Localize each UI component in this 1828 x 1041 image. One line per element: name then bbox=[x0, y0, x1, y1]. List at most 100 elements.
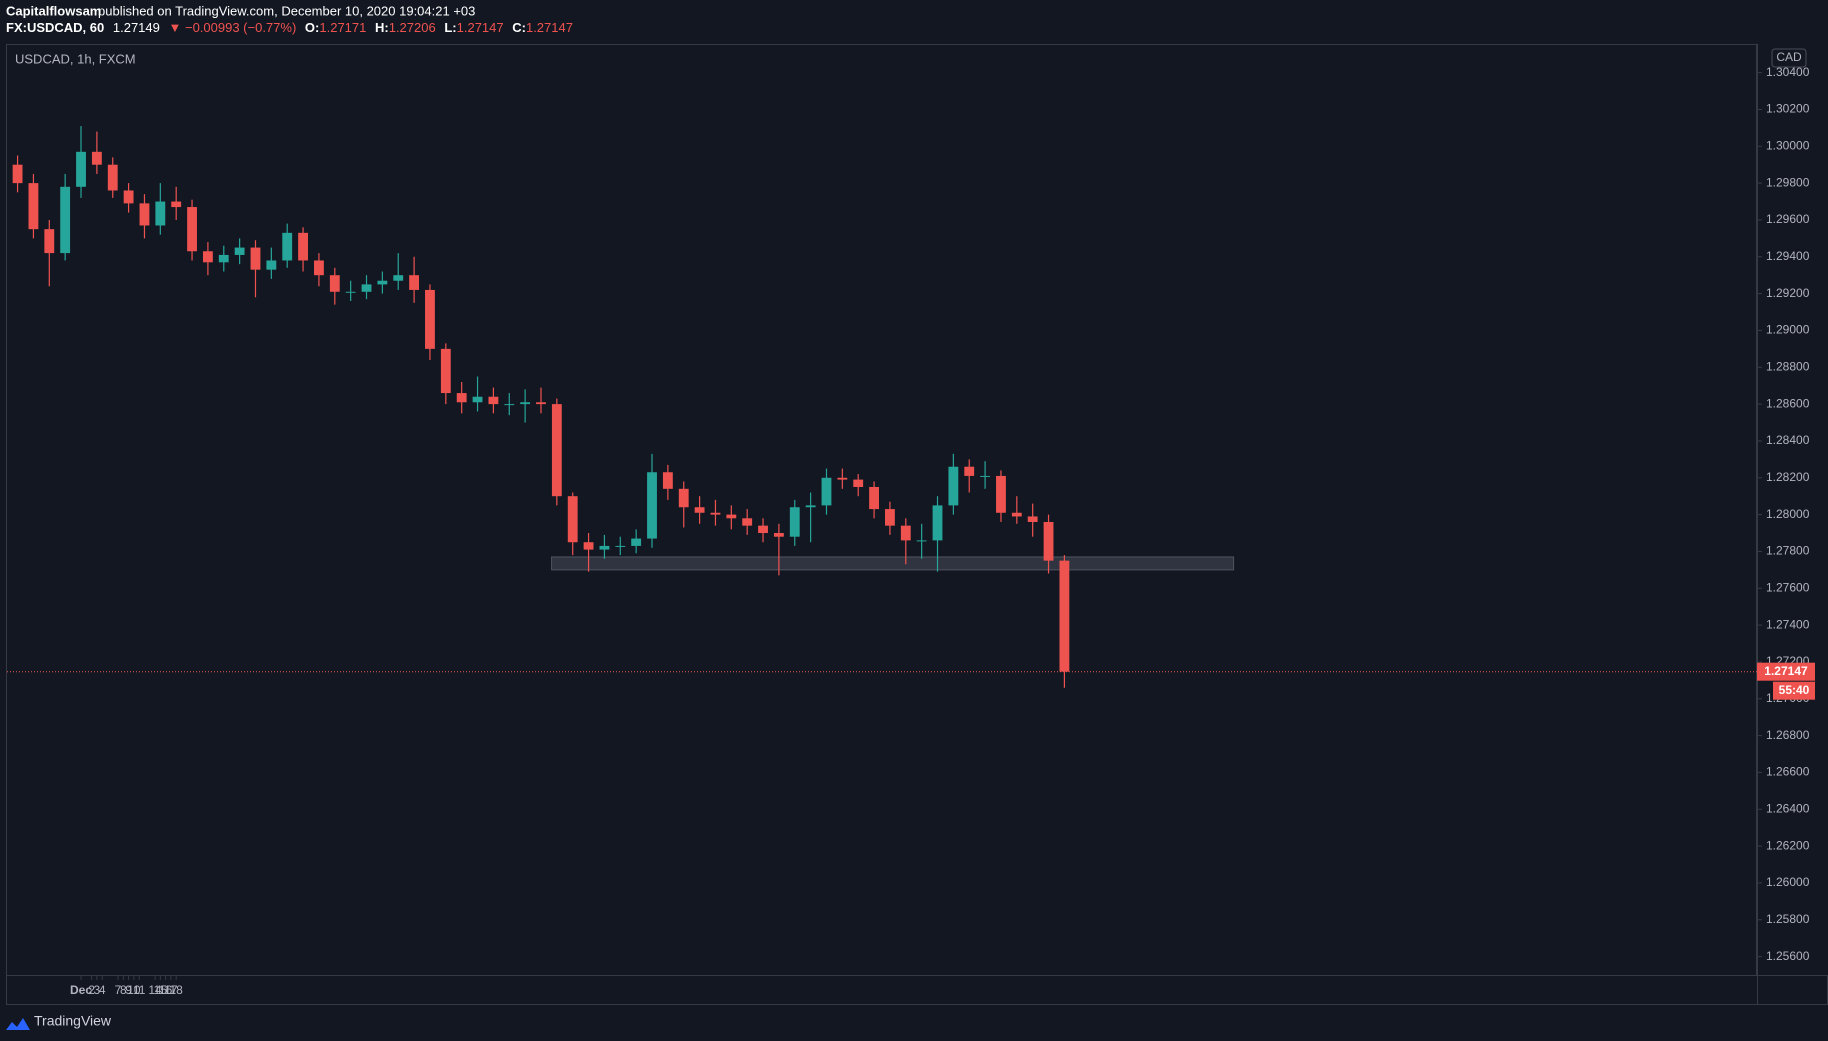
y-tick-label: 1.29200 bbox=[1766, 286, 1810, 300]
candle-body bbox=[726, 514, 737, 519]
candle-body bbox=[76, 151, 86, 187]
candle-body bbox=[900, 525, 911, 541]
candle-body bbox=[631, 538, 642, 546]
published-note: published on TradingView.com, December 1… bbox=[98, 3, 475, 18]
candle-body bbox=[1043, 521, 1054, 561]
brand-logo bbox=[6, 1018, 30, 1030]
y-tick-label: 1.29800 bbox=[1766, 175, 1810, 189]
publisher: Capitalflowsam bbox=[6, 3, 101, 18]
last-price: 1.27149 bbox=[113, 20, 160, 35]
candle-body bbox=[821, 477, 832, 506]
x-tick-label: 9 bbox=[125, 983, 132, 997]
candle-body bbox=[520, 402, 531, 405]
candle-body bbox=[440, 348, 451, 394]
candle-body bbox=[187, 207, 197, 252]
x-tick-label: 11 bbox=[133, 983, 146, 997]
open-label: O: bbox=[305, 20, 319, 35]
candle-body bbox=[932, 505, 943, 541]
y-tick-label: 1.26800 bbox=[1766, 728, 1810, 742]
candle-body bbox=[885, 509, 895, 526]
candle-body bbox=[361, 284, 372, 292]
x-tick-label: 7 bbox=[115, 983, 122, 997]
y-tick-label: 1.28600 bbox=[1766, 396, 1810, 410]
low-label: L: bbox=[444, 20, 456, 35]
symbol: FX:USDCAD, 60 bbox=[6, 20, 104, 35]
y-tick-label: 1.30000 bbox=[1766, 138, 1810, 152]
x-tick-label: 15 bbox=[154, 983, 168, 997]
candle-body bbox=[869, 486, 879, 510]
support-zone bbox=[551, 556, 1235, 571]
x-tick-label: 10 bbox=[127, 983, 141, 997]
candle-body bbox=[773, 533, 784, 537]
candle-body bbox=[250, 247, 261, 270]
candle-body bbox=[298, 232, 308, 261]
brand: TradingView bbox=[6, 1013, 112, 1030]
x-tick-label: 16 bbox=[159, 983, 173, 997]
candle-body bbox=[615, 545, 626, 547]
close-value: 1.27147 bbox=[526, 20, 573, 35]
candle-body bbox=[393, 275, 404, 281]
y-tick-label: 1.29000 bbox=[1766, 323, 1810, 337]
candle-body bbox=[551, 404, 562, 497]
candle-body bbox=[44, 229, 55, 254]
high-label: H: bbox=[375, 20, 389, 35]
candle-body bbox=[123, 190, 134, 204]
candle-body bbox=[837, 477, 848, 480]
chart-title: USDCAD, 1h, FXCM bbox=[15, 51, 136, 66]
y-tick-label: 1.26400 bbox=[1766, 801, 1810, 815]
y-tick-label: 1.29400 bbox=[1766, 249, 1810, 263]
candle-body bbox=[567, 496, 578, 543]
time-axis-frame bbox=[6, 975, 1828, 1005]
candle-body bbox=[758, 525, 768, 534]
candle-body bbox=[171, 201, 182, 208]
candle-body bbox=[329, 275, 340, 292]
candle-body bbox=[536, 402, 546, 405]
candle-body bbox=[234, 247, 245, 255]
candle-body bbox=[805, 505, 816, 508]
x-tick-label: 17 bbox=[164, 983, 178, 997]
candle-body bbox=[1011, 512, 1022, 517]
candle-body bbox=[583, 542, 594, 550]
candle-body bbox=[345, 291, 356, 293]
candle-body bbox=[60, 186, 71, 254]
candle-body bbox=[425, 289, 435, 349]
currency: CAD bbox=[1776, 50, 1802, 64]
countdown-label: 55:40 bbox=[1779, 683, 1810, 697]
x-tick-label: Dec bbox=[70, 983, 92, 997]
x-tick-label: 4 bbox=[99, 983, 106, 997]
price-badge bbox=[1757, 662, 1815, 681]
candle-body bbox=[139, 203, 150, 226]
currency-box bbox=[1771, 48, 1807, 68]
candle-body bbox=[488, 396, 499, 405]
close-label: C: bbox=[512, 20, 526, 35]
candle-body bbox=[996, 475, 1006, 513]
brand-name: TradingView bbox=[34, 1013, 112, 1029]
candle-body bbox=[742, 518, 753, 526]
candle-body bbox=[694, 507, 705, 513]
low-value: 1.27147 bbox=[457, 20, 504, 35]
y-tick-label: 1.28000 bbox=[1766, 507, 1810, 521]
candle-body bbox=[948, 466, 959, 506]
candle-body bbox=[916, 540, 927, 542]
candle-body bbox=[314, 260, 324, 276]
candle-body bbox=[647, 472, 657, 539]
candle-body bbox=[282, 232, 293, 261]
y-tick-label: 1.26600 bbox=[1766, 765, 1810, 779]
candle-body bbox=[504, 404, 515, 406]
x-tick-label: 2 bbox=[88, 983, 95, 997]
candle-body bbox=[964, 466, 975, 476]
y-tick-label: 1.26000 bbox=[1766, 875, 1810, 889]
candle-body bbox=[12, 164, 23, 184]
x-tick-label: 3 bbox=[94, 983, 101, 997]
x-tick-label: 8 bbox=[120, 983, 127, 997]
candle-body bbox=[789, 507, 800, 537]
y-tick-label: 1.28200 bbox=[1766, 470, 1810, 484]
high-value: 1.27206 bbox=[389, 20, 436, 35]
candle-body bbox=[980, 475, 991, 477]
y-tick-label: 1.30200 bbox=[1766, 102, 1810, 116]
candle-body bbox=[202, 251, 213, 263]
candle-body bbox=[218, 254, 229, 263]
x-tick-label: 14 bbox=[148, 983, 162, 997]
candle-body bbox=[599, 545, 610, 550]
